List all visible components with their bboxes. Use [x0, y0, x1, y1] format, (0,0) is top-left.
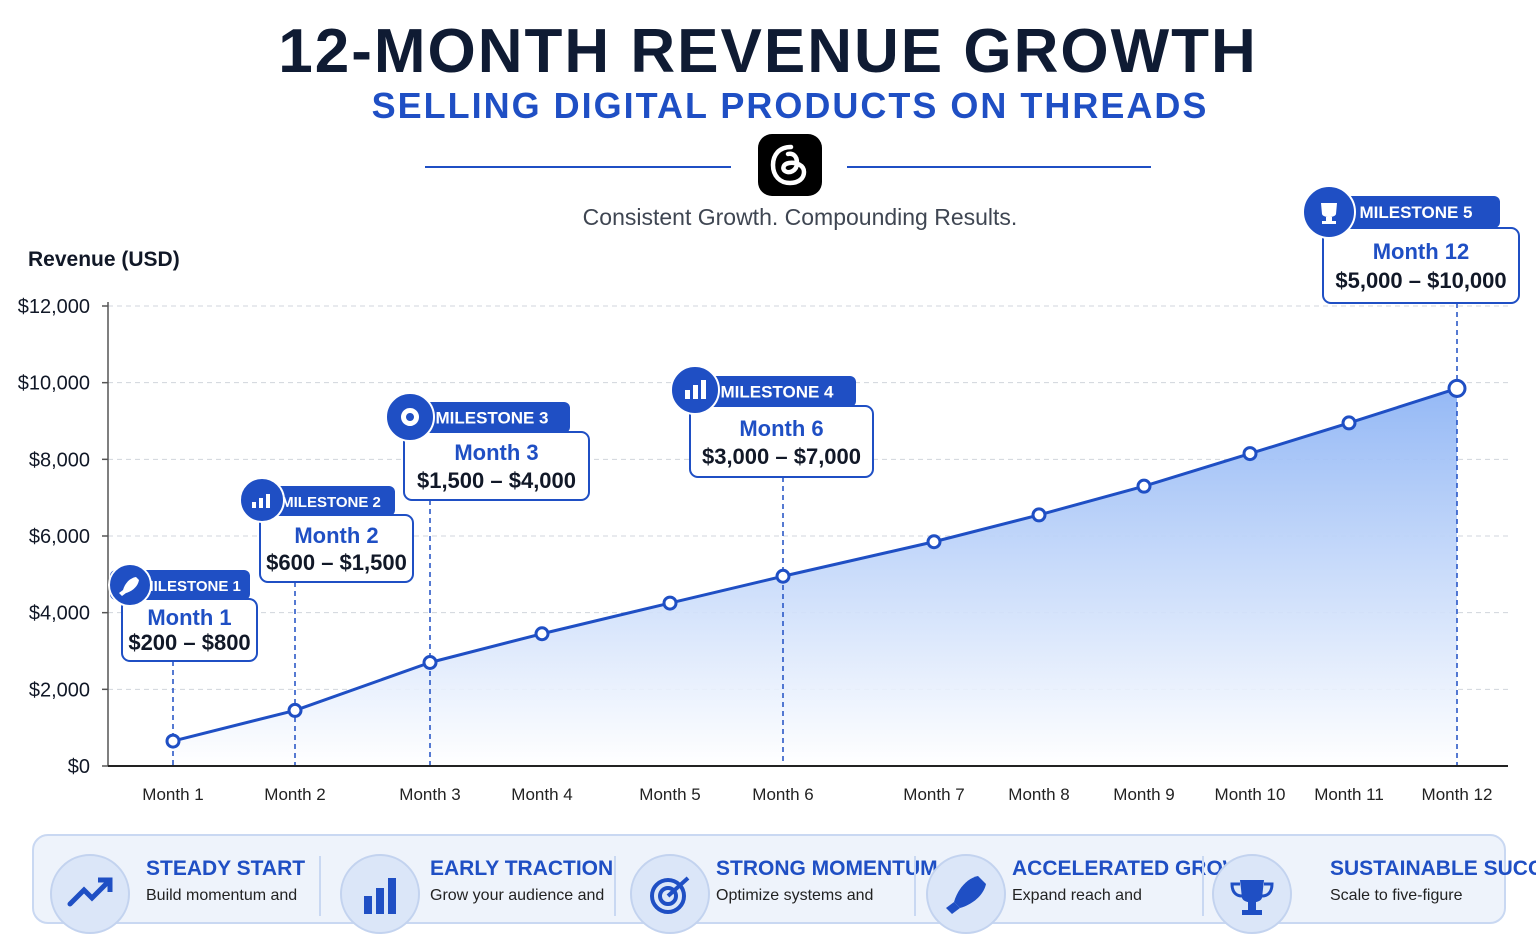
data-point	[662, 595, 678, 611]
data-point	[422, 655, 438, 670]
footer-desc: Optimize systems and	[716, 887, 874, 904]
chart-title: 12-MONTH REVENUE GROWTH	[278, 17, 1258, 86]
milestone-tag-label: MILESTONE 3	[435, 409, 548, 428]
data-point	[1031, 507, 1047, 523]
footer-title: STRONG MOMENTUM	[716, 857, 938, 880]
data-point	[165, 733, 181, 749]
data-point	[1447, 378, 1467, 398]
y-tick-label: $2,000	[29, 679, 90, 701]
x-tick-label: Month 6	[752, 785, 813, 804]
threads-logo-icon	[758, 134, 822, 196]
data-point	[1242, 446, 1258, 462]
milestone-month: Month 3	[454, 440, 538, 465]
milestone-month: Month 1	[147, 605, 231, 630]
milestone-range: $1,500 – $4,000	[417, 468, 576, 493]
milestone-tag-label: MILESTONE 1	[141, 578, 241, 595]
milestone-tag	[392, 402, 570, 433]
milestone-tag	[676, 376, 856, 407]
trend-up-icon	[50, 854, 130, 934]
milestone-2: MILESTONE 2 Month 2$600 – $1,500	[239, 477, 414, 583]
data-point	[775, 568, 791, 584]
footer-title: ACCELERATED GROWTH	[1012, 857, 1271, 880]
footer-desc: Build momentum and	[146, 887, 298, 904]
footer-panel: STEADY START Build momentum and EARLY TR…	[32, 834, 1536, 934]
y-tick-label: $10,000	[18, 373, 90, 395]
footer-desc: Grow your audience and	[430, 887, 605, 904]
bar-chart-rising-icon	[252, 494, 270, 508]
bar-chart-icon	[340, 854, 420, 934]
revenue-chart: $0 $2,000 $4,000 $6,000 $8,000 $10,000 $12,000…	[18, 185, 1520, 804]
footer-title: SUSTAINABLE SUCCESS	[1330, 857, 1536, 880]
revenue-line	[172, 386, 1458, 743]
footer-title: EARLY TRACTION	[430, 857, 614, 880]
y-axis-title: Revenue (USD)	[28, 248, 180, 271]
y-tick-label: $12,000	[18, 296, 90, 318]
footer-title: STEADY START	[146, 857, 306, 880]
bar-chart-icon	[685, 380, 706, 399]
milestone-tag-label: MILESTONE 4	[720, 383, 834, 402]
milestone-range: $600 – $1,500	[266, 550, 407, 575]
milestone-month: Month 12	[1373, 239, 1470, 264]
milestone-range: $3,000 – $7,000	[702, 444, 861, 469]
y-tick-label: $4,000	[29, 603, 90, 625]
revenue-area	[173, 388, 1457, 766]
data-point	[1136, 478, 1152, 494]
chart-subtitle: SELLING DIGITAL PRODUCTS ON THREADS	[371, 85, 1209, 126]
x-tick-label: Month 2	[264, 785, 325, 804]
footer-desc: Scale to five-figure	[1330, 887, 1463, 904]
trophy-icon	[1321, 203, 1337, 224]
footer-divider	[319, 856, 321, 916]
milestone-range: $5,000 – $10,000	[1335, 268, 1506, 293]
milestone-tag-label: MILESTONE 5	[1359, 203, 1472, 222]
footer-desc: Expand reach and	[1012, 887, 1142, 904]
divider-right	[847, 166, 1151, 168]
x-tick-label: Month 5	[639, 785, 700, 804]
divider-left	[425, 166, 731, 168]
milestone-3: MILESTONE 3 Month 3 $1,500 – $4,000	[385, 392, 590, 501]
target-icon	[630, 854, 710, 934]
footer-divider	[614, 856, 616, 916]
milestone-tag	[1310, 196, 1500, 228]
x-tick-label: Month 3	[399, 785, 460, 804]
x-tick-label: Month 1	[142, 785, 203, 804]
y-tick-label: $6,000	[29, 526, 90, 548]
milestone-icon-badge	[385, 392, 435, 442]
x-tick-label: Month 9	[1113, 785, 1174, 804]
tagline: Consistent Growth. Compounding Results.	[582, 204, 1018, 230]
x-tick-label: Month 12	[1422, 785, 1493, 804]
rocket-icon	[119, 577, 139, 596]
milestone-4: MILESTONE 4 Month 6 $3,000 – $7,000	[670, 365, 874, 478]
milestone-range: $200 – $800	[128, 630, 250, 655]
data-point	[1341, 415, 1357, 431]
milestone-tag-label: MILESTONE 2	[281, 494, 381, 511]
target-icon	[401, 408, 420, 426]
rocket-icon	[926, 854, 1006, 934]
data-point	[287, 702, 303, 718]
milestone-5: MILESTONE 5 Month 12 $5,000 – $10,000	[1302, 185, 1520, 304]
y-tick-label: $8,000	[29, 449, 90, 471]
x-tick-label: Month 4	[511, 785, 572, 804]
data-point	[926, 534, 942, 550]
milestone-1: MILESTONE 1 Month 1$200 – $800	[108, 563, 258, 662]
milestone-month: Month 2	[294, 523, 378, 548]
data-point	[534, 626, 550, 642]
milestone-month: Month 6	[739, 416, 823, 441]
trophy-icon	[1212, 854, 1292, 934]
x-tick-label: Month 7	[903, 785, 964, 804]
footer-divider	[914, 856, 916, 916]
x-tick-label: Month 11	[1314, 785, 1384, 804]
x-tick-label: Month 8	[1008, 785, 1069, 804]
x-tick-label: Month 10	[1215, 785, 1286, 804]
y-tick-label: $0	[68, 756, 90, 778]
footer-divider	[1202, 856, 1204, 916]
